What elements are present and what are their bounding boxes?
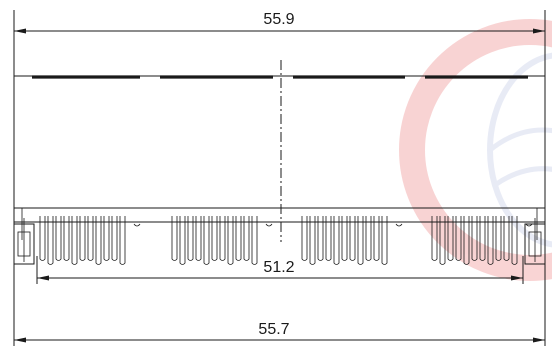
pin-tooth (55, 216, 62, 261)
pin-tooth (439, 216, 446, 265)
dimension-label-bottom: 55.7 (258, 321, 289, 338)
pin-tooth (381, 216, 388, 265)
dimension-label-middle: 51.2 (263, 259, 294, 276)
pin-tooth (373, 216, 380, 261)
standoff-mark (395, 223, 403, 227)
dimension-label-top: 55.9 (263, 11, 294, 28)
pin-tooth (309, 216, 316, 265)
pin-tooth (325, 216, 332, 261)
pin-tooth (71, 216, 78, 265)
standoff-mark (525, 223, 533, 227)
pin-group-3 (301, 216, 403, 265)
pin-tooth (95, 216, 102, 265)
pin-group-1 (39, 216, 141, 265)
pin-tooth (487, 216, 494, 265)
standoff-mark (133, 223, 141, 227)
pin-tooth (243, 216, 250, 261)
end-bracket-left (13, 218, 35, 265)
pin-tooth (455, 216, 462, 261)
pin-layer (39, 216, 533, 265)
pin-tooth (431, 216, 438, 261)
pin-tooth (503, 216, 510, 261)
pin-tooth (495, 216, 502, 261)
pin-tooth (87, 216, 94, 261)
pin-tooth (333, 216, 340, 265)
pin-tooth (119, 216, 126, 265)
pin-tooth (463, 216, 470, 265)
pin-tooth (211, 216, 218, 261)
pin-tooth (301, 216, 308, 261)
pin-tooth (349, 216, 356, 261)
dimension-bottom-width: 55.7 (13, 262, 546, 346)
pin-tooth (39, 216, 46, 261)
pin-group-2 (171, 216, 273, 265)
pin-tooth (219, 216, 226, 261)
watermark-logo (399, 19, 552, 281)
pin-tooth (171, 216, 178, 261)
pin-tooth (227, 216, 234, 265)
pin-tooth (187, 216, 194, 261)
pin-tooth (203, 216, 210, 265)
dimension-inner-pitch: 51.2 (36, 256, 524, 284)
pin-tooth (251, 216, 258, 265)
pin-tooth (511, 216, 518, 265)
connector-body (13, 60, 546, 242)
standoff-mark (265, 223, 273, 227)
pin-tooth (365, 216, 372, 261)
pin-tooth (447, 216, 454, 261)
pin-tooth (79, 216, 86, 261)
pin-tooth (47, 216, 54, 265)
end-bracket-right (524, 218, 546, 265)
pin-group-4 (431, 216, 533, 265)
pin-tooth (479, 216, 486, 261)
pin-tooth (317, 216, 324, 261)
pin-tooth (471, 216, 478, 261)
pin-tooth (179, 216, 186, 265)
pin-tooth (111, 216, 118, 261)
pin-tooth (341, 216, 348, 261)
pin-tooth (195, 216, 202, 261)
pin-tooth (63, 216, 70, 261)
pin-tooth (235, 216, 242, 261)
pin-tooth (103, 216, 110, 261)
pin-tooth (357, 216, 364, 265)
